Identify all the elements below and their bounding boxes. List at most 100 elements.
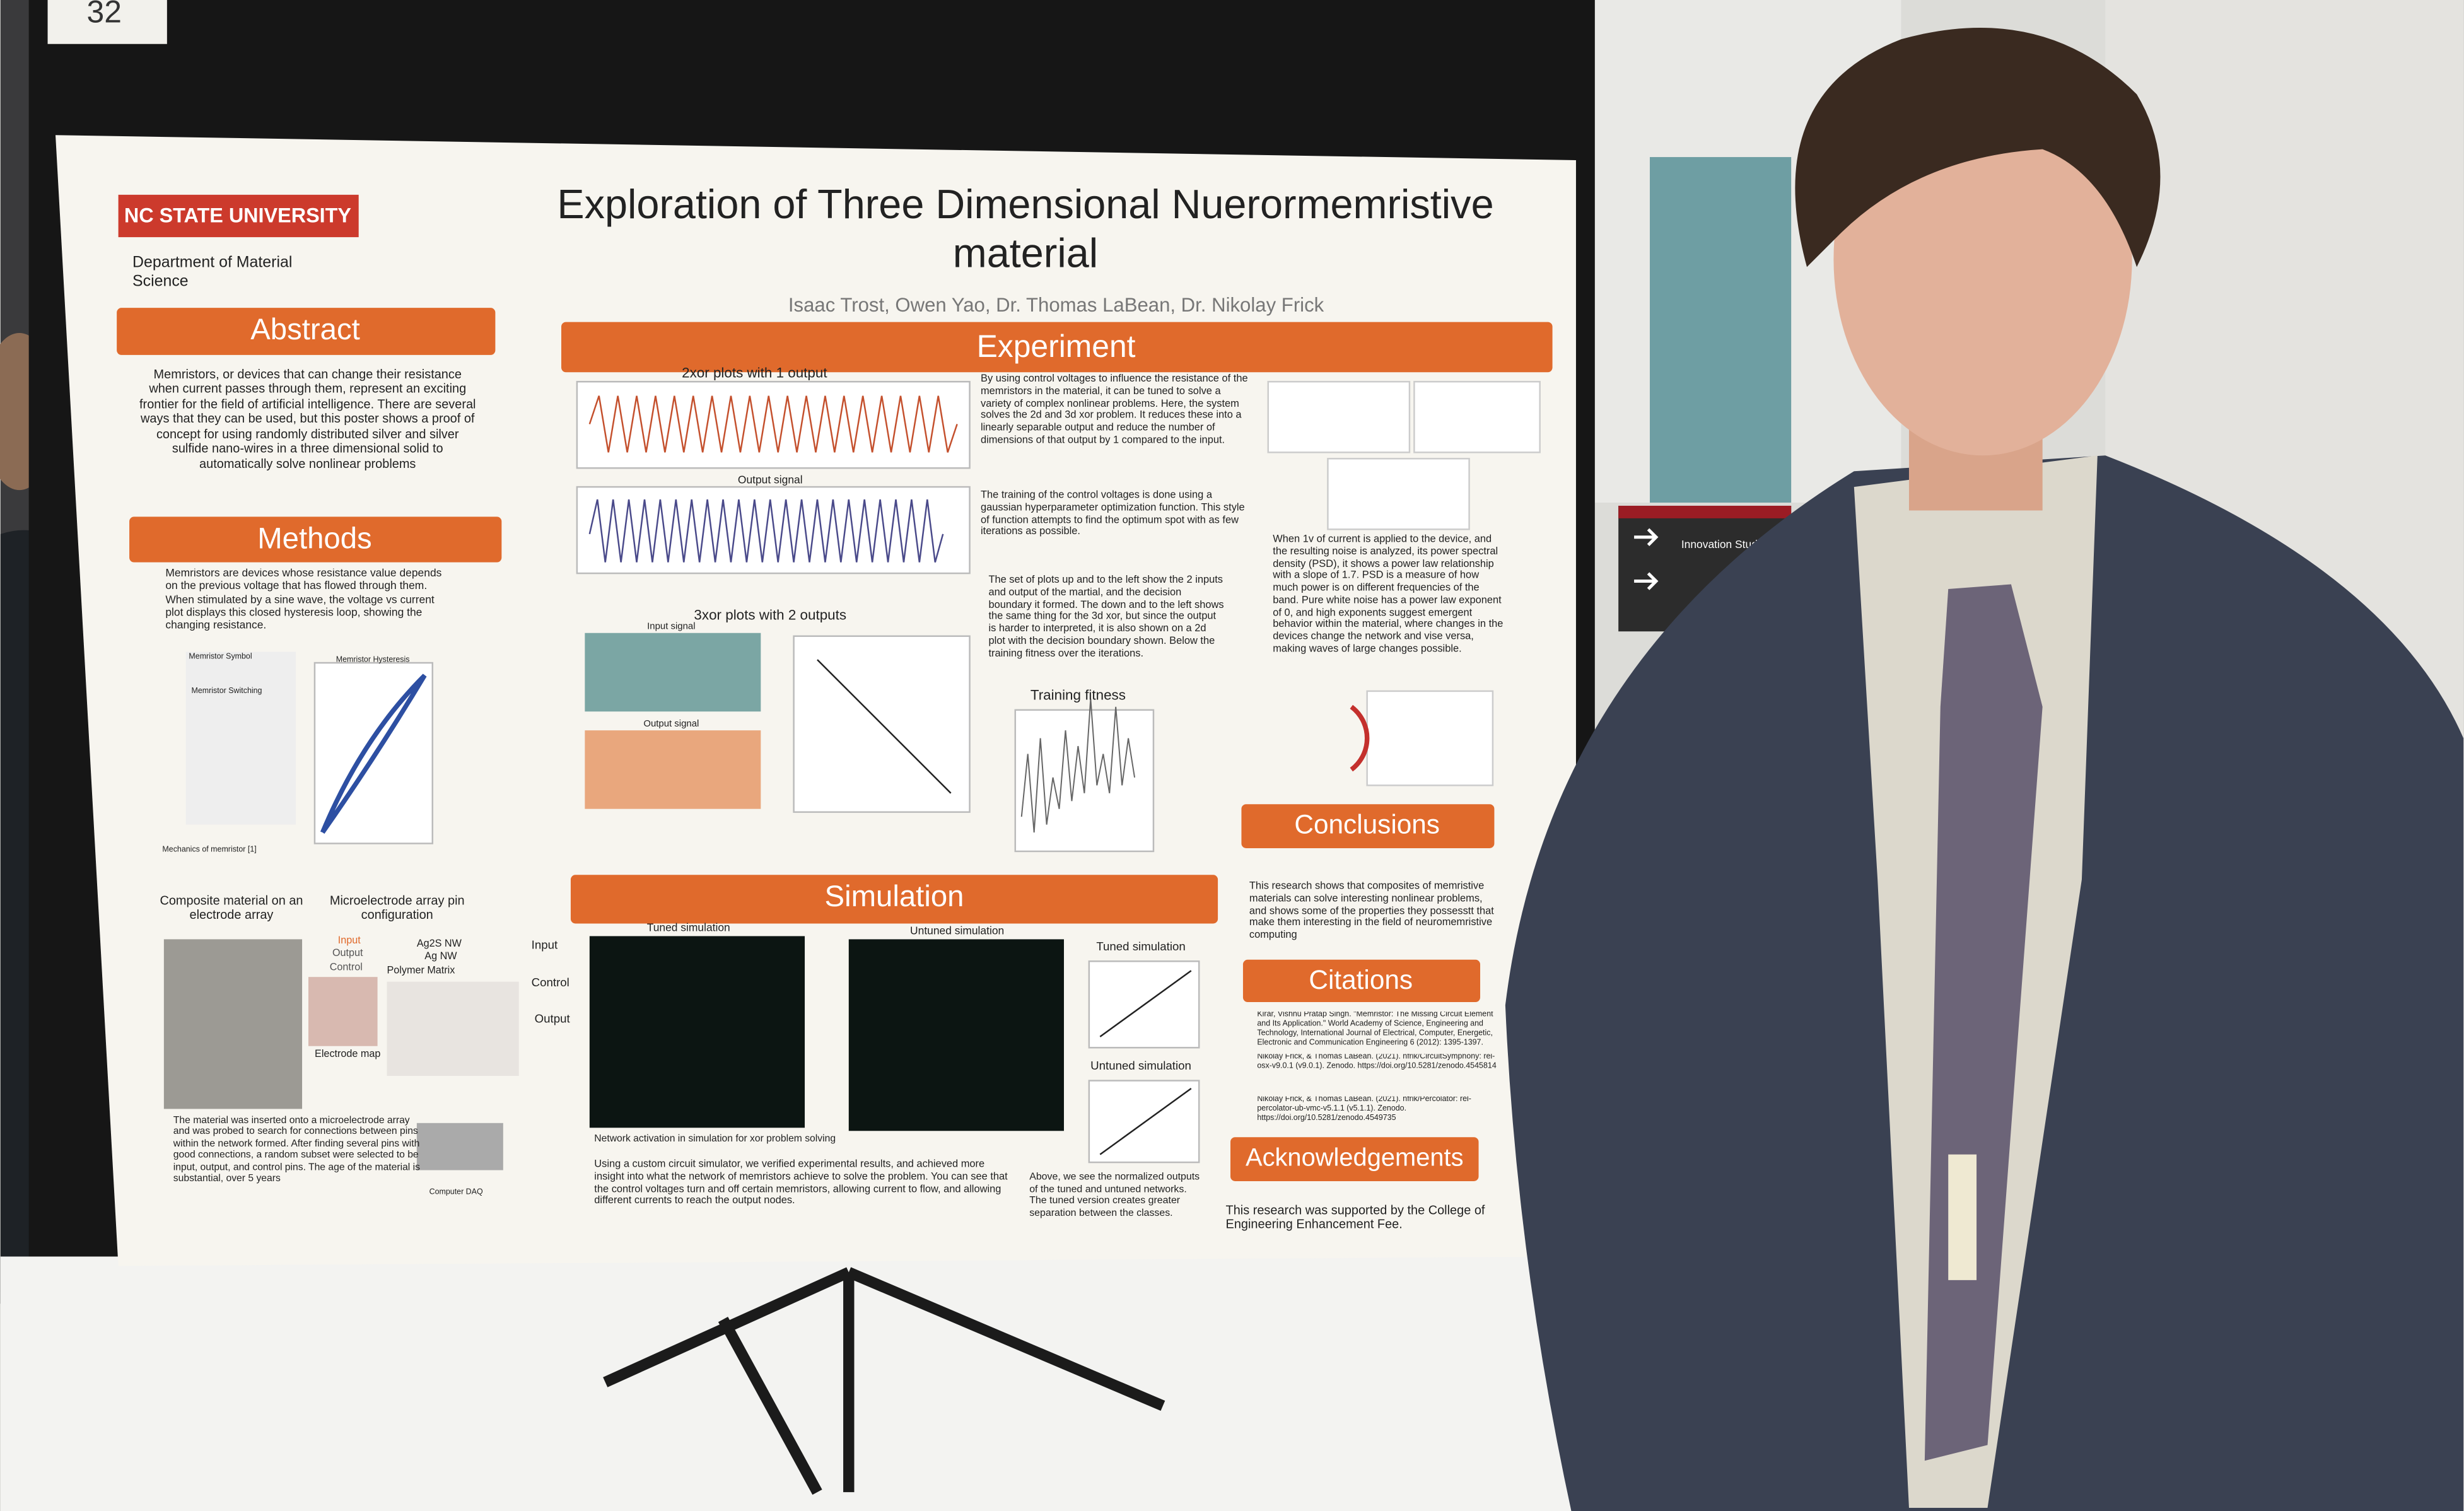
- citation-item: Nikolay Frick, & Thomas LaBean. (2021). …: [1257, 1096, 1471, 1123]
- electrode-photo: [163, 939, 303, 1109]
- plot-psd: [1413, 380, 1541, 453]
- plot-3xor-inputs: [585, 633, 761, 712]
- figure-label: Composite material on an electrode array: [160, 894, 303, 923]
- figure-label: Computer DAQ: [429, 1187, 483, 1196]
- figure-label: Untuned simulation: [910, 925, 1004, 937]
- figure-label: Ag NW: [424, 950, 457, 962]
- electrode-map-grid: [308, 977, 378, 1046]
- teal-wall: [1650, 157, 1792, 503]
- plot-training-fitness: [1014, 709, 1155, 853]
- figure-label: Output signal: [738, 474, 803, 486]
- citation-item-box: Nikolay Frick, & Thomas LaBean. (2021). …: [1257, 1096, 1471, 1123]
- conclusions-text-box: This research shows that composites of m…: [1249, 881, 1494, 942]
- experiment-text-box: When 1v of current is applied to the dev…: [1273, 534, 1504, 655]
- conclusions-text: This research shows that composites of m…: [1249, 881, 1494, 942]
- figure-label: Control: [532, 976, 569, 989]
- methods-text: Memristors are devices whose resistance …: [165, 568, 442, 632]
- section-heading: Conclusions: [1294, 809, 1440, 839]
- experiment-text-box: The set of plots up and to the left show…: [988, 575, 1223, 659]
- plot-psd: [1267, 380, 1411, 453]
- figure-label: Electrode map: [315, 1049, 381, 1061]
- figure-label: Tuned simulation: [1096, 940, 1185, 953]
- poster-authors: Isaac Trost, Owen Yao, Dr. Thomas LaBean…: [788, 294, 1324, 316]
- figure-label-box: Composite material on an electrode array: [160, 894, 303, 923]
- experiment-text-box: By using control voltages to influence t…: [980, 373, 1248, 446]
- figure-label: Output: [535, 1012, 571, 1025]
- material-text: The material was inserted onto a microel…: [173, 1115, 420, 1185]
- number-card-text: 32: [87, 0, 122, 30]
- acknowledgements-header-bar: [1230, 1137, 1479, 1181]
- person-hair: [1795, 27, 2161, 267]
- figure-label: Input: [338, 935, 361, 946]
- figure-label: Control: [330, 962, 363, 973]
- material-text-box: The material was inserted onto a microel…: [173, 1115, 420, 1185]
- figure-caption: Network activation in simulation for xor…: [594, 1133, 836, 1144]
- citations-header-bar: [1242, 959, 1481, 1003]
- poster-title: Exploration of Three Dimensional Nuerorm…: [557, 180, 1494, 276]
- tuned-network-image: [589, 936, 805, 1128]
- network-image: [1366, 690, 1494, 786]
- plot-psd: [1327, 458, 1470, 530]
- figure-label: Input: [532, 938, 558, 951]
- figure-label: Memristor Hysteresis: [336, 655, 410, 663]
- figure-label: Output signal: [643, 718, 699, 729]
- figure-label: Output: [332, 947, 363, 959]
- section-heading: Acknowledgements: [1246, 1144, 1464, 1172]
- number-card: [47, 0, 167, 44]
- figure-label: Untuned simulation: [1090, 1059, 1191, 1072]
- cycle-arrow: [1350, 704, 1370, 772]
- simulation-text-box: Using a custom circuit simulator, we ver…: [594, 1159, 1008, 1207]
- citation-item-box: Nikolay Frick, & Thomas LaBean. (2021). …: [1257, 1054, 1497, 1071]
- figure-label-box: Electrode map: [315, 1049, 381, 1061]
- abstract-header-bar: [117, 308, 496, 355]
- simulation-header-bar: [570, 875, 1218, 924]
- untuned-output-plot: [1088, 1080, 1200, 1164]
- experiment-header-bar: [561, 322, 1553, 373]
- simulation-above-text: Above, we see the normalized outputs of …: [1029, 1172, 1200, 1218]
- easel-legs: [603, 1267, 1165, 1495]
- memristor-diagrams: [185, 651, 296, 825]
- figure-label: 2xor plots with 1 output: [682, 365, 827, 381]
- citation-item-box: Kirar, Vishnu Pratap Singh. "Memristor: …: [1257, 1011, 1493, 1047]
- department-box: Department of Material Science: [132, 254, 293, 291]
- figure-label-box: Microelectrode array pin configuration: [329, 894, 465, 923]
- citation-item: Nikolay Frick, & Thomas LaBean. (2021). …: [1257, 1054, 1497, 1071]
- poster-title-box: Exploration of Three Dimensional Nuerorm…: [557, 180, 1494, 276]
- figures: [163, 380, 1541, 1170]
- section-heading: Simulation: [825, 880, 964, 913]
- plot-trace: [588, 395, 958, 453]
- acknowledgements-text-box: This research was supported by the Colle…: [1226, 1203, 1485, 1232]
- plot-trace: [588, 499, 944, 563]
- figure-label: Microelectrode array pin configuration: [329, 894, 465, 923]
- tuned-output-line: [1099, 970, 1192, 1037]
- experiment-text: When 1v of current is applied to the dev…: [1273, 534, 1504, 655]
- section-heading: Abstract: [250, 313, 360, 346]
- untuned-output-line: [1099, 1088, 1192, 1155]
- figure-label: Ag2S NW: [417, 938, 462, 949]
- nanowire-diagram: [387, 981, 519, 1076]
- figure-label: Training fitness: [1031, 687, 1126, 703]
- figure-label: Memristor Switching: [192, 686, 262, 695]
- citation-item: Kirar, Vishnu Pratap Singh. "Memristor: …: [1257, 1011, 1493, 1047]
- conclusions-header-bar: [1241, 804, 1495, 848]
- experiment-text-box: The training of the control voltages is …: [981, 490, 1245, 537]
- simulation-above-text-box: Above, we see the normalized outputs of …: [1029, 1172, 1200, 1218]
- untuned-network-image: [848, 939, 1065, 1131]
- wall-sign-arrows: [1634, 528, 1659, 590]
- university-logo: [118, 194, 359, 238]
- hysteresis-loop: [320, 674, 427, 834]
- badge: [1948, 1154, 1977, 1280]
- figure-label: Memristor Symbol: [189, 651, 252, 660]
- simulation-text: Using a custom circuit simulator, we ver…: [594, 1159, 1008, 1207]
- experiment-text: By using control voltages to influence t…: [980, 373, 1248, 446]
- section-heading: Citations: [1309, 965, 1413, 995]
- wall-sign-text: Innovation Studio: [1681, 538, 1766, 551]
- figure-label: 3xor plots with 2 outputs: [694, 607, 846, 622]
- department: Department of Material Science: [132, 254, 293, 291]
- figure-label: Input signal: [647, 621, 695, 632]
- section-heading: Experiment: [977, 329, 1136, 364]
- methods-text-box: Memristors are devices whose resistance …: [165, 568, 442, 632]
- decision-line: [817, 659, 952, 794]
